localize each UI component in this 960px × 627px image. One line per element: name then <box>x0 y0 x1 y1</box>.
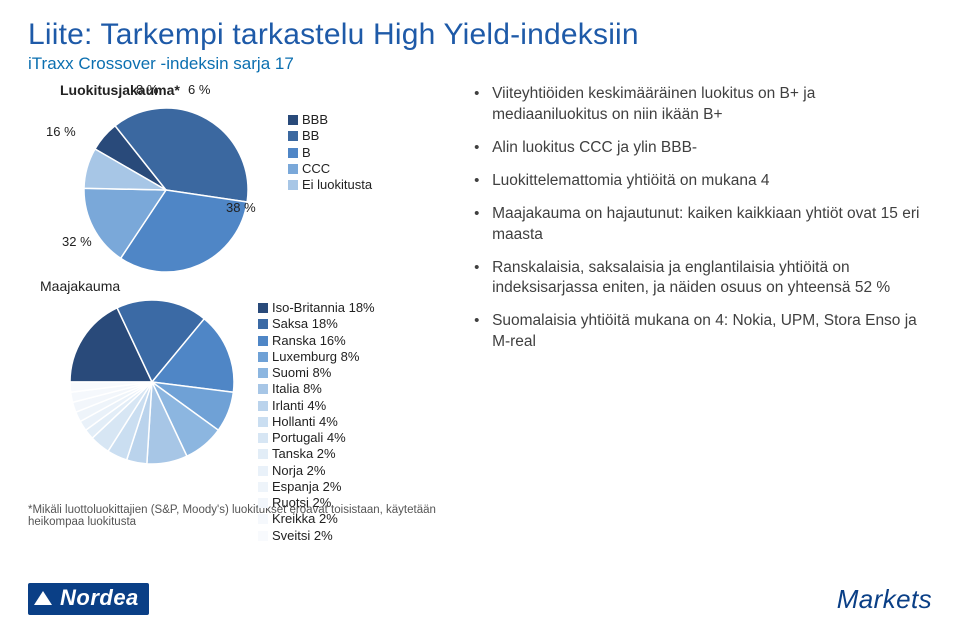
legend-item: Ei luokitusta <box>288 177 372 193</box>
legend-swatch <box>258 498 268 508</box>
legend-swatch <box>288 164 298 174</box>
legend-label: Italia 8% <box>272 381 322 397</box>
page-subtitle: iTraxx Crossover -indeksin sarja 17 <box>28 54 932 74</box>
ratings-pie <box>76 100 256 280</box>
country-chart-block: Maajakauma Iso-Britannia 18%Saksa 18%Ran… <box>28 278 456 498</box>
ratings-chart-block: Luokitusjakauma* 8 % 6 % 38 % 32 % 16 % … <box>28 82 456 274</box>
legend-item: Saksa 18% <box>258 316 458 332</box>
legend-label: B <box>302 145 311 161</box>
legend-swatch <box>258 336 268 346</box>
legend-item: B <box>288 145 372 161</box>
legend-label: BBB <box>302 112 328 128</box>
legend-label: Norja 2% <box>272 463 325 479</box>
nordea-logo: Nordea <box>28 583 149 615</box>
legend-swatch <box>258 368 268 378</box>
ratings-pct-38: 38 % <box>226 200 256 215</box>
legend-swatch <box>258 531 268 541</box>
legend-item: Sveitsi 2% <box>258 528 458 544</box>
legend-item: Ruotsi 2% <box>258 495 458 511</box>
country-pie <box>62 292 242 472</box>
bullet-item: Luokittelemattomia yhtiöitä on mukana 4 <box>474 171 932 192</box>
brand-text: Nordea <box>60 585 139 611</box>
content-row: Luokitusjakauma* 8 % 6 % 38 % 32 % 16 % … <box>28 82 932 528</box>
legend-swatch <box>288 148 298 158</box>
ratings-chart-title: Luokitusjakauma* <box>60 82 456 98</box>
ratings-legend: BBBBBBCCCEi luokitusta <box>288 112 372 193</box>
bullet-list: Viiteyhtiöiden keskimääräinen luokitus o… <box>474 84 932 353</box>
legend-swatch <box>258 482 268 492</box>
legend-swatch <box>258 514 268 524</box>
bullet-item: Ranskalaisia, saksalaisia ja englantilai… <box>474 258 932 300</box>
country-legend: Iso-Britannia 18%Saksa 18%Ranska 16%Luxe… <box>258 300 458 544</box>
markets-text: Markets <box>837 584 932 615</box>
page-title: Liite: Tarkempi tarkastelu High Yield-in… <box>28 18 932 52</box>
legend-swatch <box>288 115 298 125</box>
legend-swatch <box>258 384 268 394</box>
legend-item: Italia 8% <box>258 381 458 397</box>
legend-label: Luxemburg 8% <box>272 349 359 365</box>
legend-label: Espanja 2% <box>272 479 341 495</box>
legend-item: BB <box>288 128 372 144</box>
legend-label: Kreikka 2% <box>272 511 338 527</box>
legend-swatch <box>258 449 268 459</box>
legend-item: Norja 2% <box>258 463 458 479</box>
bullet-item: Viiteyhtiöiden keskimääräinen luokitus o… <box>474 84 932 126</box>
legend-item: Ranska 16% <box>258 333 458 349</box>
legend-item: Tanska 2% <box>258 446 458 462</box>
legend-item: Suomi 8% <box>258 365 458 381</box>
bullet-item: Suomalaisia yhtiöitä mukana on 4: Nokia,… <box>474 311 932 353</box>
legend-swatch <box>258 319 268 329</box>
legend-label: Hollanti 4% <box>272 414 338 430</box>
bullet-item: Alin luokitus CCC ja ylin BBB- <box>474 138 932 159</box>
ratings-pct-32: 32 % <box>62 234 92 249</box>
legend-label: Tanska 2% <box>272 446 336 462</box>
legend-item: CCC <box>288 161 372 177</box>
legend-item: BBB <box>288 112 372 128</box>
legend-item: Irlanti 4% <box>258 398 458 414</box>
legend-item: Portugali 4% <box>258 430 458 446</box>
legend-label: Portugali 4% <box>272 430 346 446</box>
legend-swatch <box>258 466 268 476</box>
left-column: Luokitusjakauma* 8 % 6 % 38 % 32 % 16 % … <box>28 82 456 528</box>
legend-label: Sveitsi 2% <box>272 528 333 544</box>
legend-swatch <box>258 417 268 427</box>
right-column: Viiteyhtiöiden keskimääräinen luokitus o… <box>474 82 932 528</box>
legend-item: Espanja 2% <box>258 479 458 495</box>
legend-label: BB <box>302 128 319 144</box>
legend-swatch <box>258 303 268 313</box>
ratings-pct-6: 6 % <box>188 82 210 97</box>
slide: Liite: Tarkempi tarkastelu High Yield-in… <box>0 0 960 627</box>
ratings-pct-8: 8 % <box>136 82 158 97</box>
legend-swatch <box>258 352 268 362</box>
legend-label: Suomi 8% <box>272 365 331 381</box>
footer: Nordea Markets <box>28 583 932 615</box>
legend-label: Ranska 16% <box>272 333 346 349</box>
legend-item: Luxemburg 8% <box>258 349 458 365</box>
legend-label: Ei luokitusta <box>302 177 372 193</box>
ratings-pct-16: 16 % <box>46 124 76 139</box>
legend-label: Irlanti 4% <box>272 398 326 414</box>
legend-swatch <box>258 433 268 443</box>
legend-item: Hollanti 4% <box>258 414 458 430</box>
logo-triangle-icon <box>34 591 52 605</box>
legend-label: CCC <box>302 161 330 177</box>
legend-label: Saksa 18% <box>272 316 338 332</box>
legend-swatch <box>288 180 298 190</box>
legend-item: Kreikka 2% <box>258 511 458 527</box>
bullet-item: Maajakauma on hajautunut: kaiken kaikkia… <box>474 204 932 246</box>
legend-label: Ruotsi 2% <box>272 495 331 511</box>
legend-swatch <box>258 401 268 411</box>
legend-item: Iso-Britannia 18% <box>258 300 458 316</box>
legend-label: Iso-Britannia 18% <box>272 300 375 316</box>
legend-swatch <box>288 131 298 141</box>
